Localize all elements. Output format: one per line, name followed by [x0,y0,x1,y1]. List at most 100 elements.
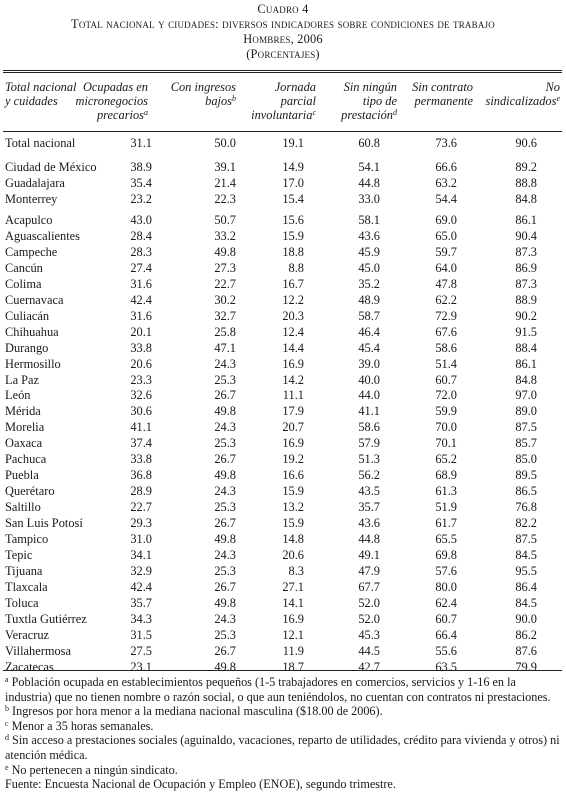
cell-value: 58.7 [358,308,380,323]
cell-value: 51.3 [358,452,380,467]
caption-label: Cuadro 4 [257,2,309,16]
row-label: La Paz [5,372,40,387]
cell-value: 89.5 [515,468,537,483]
cell-value: 58.1 [358,213,380,227]
cell-value: 58.6 [358,420,380,435]
footnote-text: Menor a 35 horas semanales. [8,718,154,733]
cell-value: 66.6 [435,160,457,174]
cell-value: 20.7 [282,420,304,435]
cell-value: 70.0 [435,420,457,435]
cell-value: 63.2 [435,175,457,190]
column-header-line: Sin contrato [412,80,473,94]
cell-value: 59.7 [435,244,457,259]
footnote-text: Ingresos por hora menor a la mediana nac… [9,704,383,719]
table-row: Ciudad de México 38.9 39.1 14.9 54.1 66.6 89.2 [0,159,566,175]
cell-value: 22.7 [214,276,236,291]
footnote-marker: e [556,94,560,104]
table-row: San Luis Potosí 29.3 26.7 15.9 43.6 61.7 82.2 [0,515,566,531]
cell-value: 12.2 [282,292,304,307]
table-row: Tepic 34.1 24.3 20.6 49.1 69.8 84.5 [0,547,566,563]
cell-value: 31.1 [130,136,152,150]
column-header-line: No [545,80,560,94]
cell-value: 26.7 [214,452,236,467]
footnote: b Ingresos por hora menor a la mediana n… [5,704,561,719]
row-label: Chihuahua [5,324,59,339]
cell-value: 20.6 [130,356,152,371]
table-row: Zacatecas 23.1 49.8 18.7 42.7 63.5 79.9 [0,659,566,675]
cell-value: 14.9 [282,160,304,174]
cell-value: 44.8 [358,175,380,190]
cell-value: 35.7 [358,500,380,515]
column-header-line: Jornada [274,80,316,94]
cell-value: 65.2 [435,452,457,467]
footnote: Fuente: Encuesta Nacional de Ocupación y… [5,777,561,792]
cell-value: 12.1 [282,627,304,642]
row-label: Tlaxcala [5,579,48,594]
cell-value: 76.8 [515,500,537,515]
column-header-line: Con ingresos [170,80,236,94]
cell-value: 90.4 [515,228,537,243]
row-label: Puebla [5,468,39,483]
cell-value: 67.6 [435,324,457,339]
table-row: Mérida 30.6 49.8 17.9 41.1 59.9 89.0 [0,403,566,419]
table-row: Tuxtla Gutiérrez 34.3 24.3 16.9 52.0 60.7 90.0 [0,611,566,627]
cell-value: 47.1 [214,340,236,355]
cell-value: 25.3 [214,627,236,642]
cell-value: 49.1 [358,547,380,562]
table-row: Toluca 35.7 49.8 14.1 52.0 62.4 84.5 [0,595,566,611]
cell-value: 17.9 [282,404,304,419]
column-header-line: precariosa [96,108,148,123]
row-label: Colima [5,276,42,291]
footnote-marker: e [5,762,9,772]
cell-value: 42.4 [130,292,152,307]
footnote-text: No pertenecen a ningún sindicato. [8,762,178,777]
cell-value: 16.7 [282,276,304,291]
footnote-marker: b [5,704,9,714]
table-row: Morelia 41.1 24.3 20.7 58.6 70.0 87.5 [0,419,566,435]
table-row: Oaxaca 37.4 25.3 16.9 57.9 70.1 85.7 [0,435,566,451]
cell-value: 14.2 [282,372,304,387]
cell-value: 47.9 [358,563,380,578]
column-header-1: Ocupadas en micronegocios precariosa [76,80,149,123]
table-caption: Cuadro 4 Total nacional y ciudades: dive… [0,2,566,62]
cell-value: 73.6 [435,136,457,150]
cell-value: 86.1 [515,356,537,371]
cell-value: 88.8 [515,175,537,190]
table-row: Campeche 28.3 49.8 18.8 45.9 59.7 87.3 [0,244,566,260]
table-row: Guadalajara 35.4 21.4 17.0 44.8 63.2 88.8 [0,175,566,191]
column-header-2: Con ingresos bajosb [171,80,236,108]
table-row: Cuernavaca 42.4 30.2 12.2 48.9 62.2 88.9 [0,292,566,308]
row-label: Villahermosa [5,643,72,658]
cell-value: 72.0 [435,388,457,403]
table-row: Tlaxcala 42.4 26.7 27.1 67.7 80.0 86.4 [0,579,566,595]
table-row: Veracruz 31.5 25.3 12.1 45.3 66.4 86.2 [0,627,566,643]
table-row: Saltillo 22.7 25.3 13.2 35.7 51.9 76.8 [0,499,566,515]
cell-value: 42.7 [358,659,380,674]
cell-value: 50.7 [214,213,236,227]
column-header-3: Jornada parcial involuntariac [251,80,316,123]
table-row: Tijuana 32.9 25.3 8.3 47.9 57.6 95.5 [0,563,566,579]
row-label: Culiacán [5,308,50,323]
cell-value: 33.0 [358,191,380,206]
cell-value: 88.4 [515,340,537,355]
footnote-marker: c [5,718,9,728]
cell-value: 34.1 [130,547,152,562]
top-rule [3,70,562,71]
row-label: Tepic [5,547,33,562]
cell-value: 27.3 [214,260,236,275]
row-label: Total nacional [5,136,76,150]
row-label: San Luis Potosí [5,516,83,531]
cell-value: 11.1 [282,388,304,403]
footnote-marker: d [393,108,397,118]
row-label: Toluca [5,595,39,610]
cell-value: 15.6 [282,213,304,227]
cell-value: 60.7 [435,372,457,387]
cell-value: 49.8 [214,659,236,674]
cell-value: 49.8 [214,532,236,546]
cell-value: 21.4 [214,175,236,190]
cell-value: 87.6 [515,643,537,658]
footnote-text: Población ocupada en establecimientos pe… [5,675,551,704]
cell-value: 86.4 [515,579,537,594]
cell-value: 61.7 [435,516,457,531]
